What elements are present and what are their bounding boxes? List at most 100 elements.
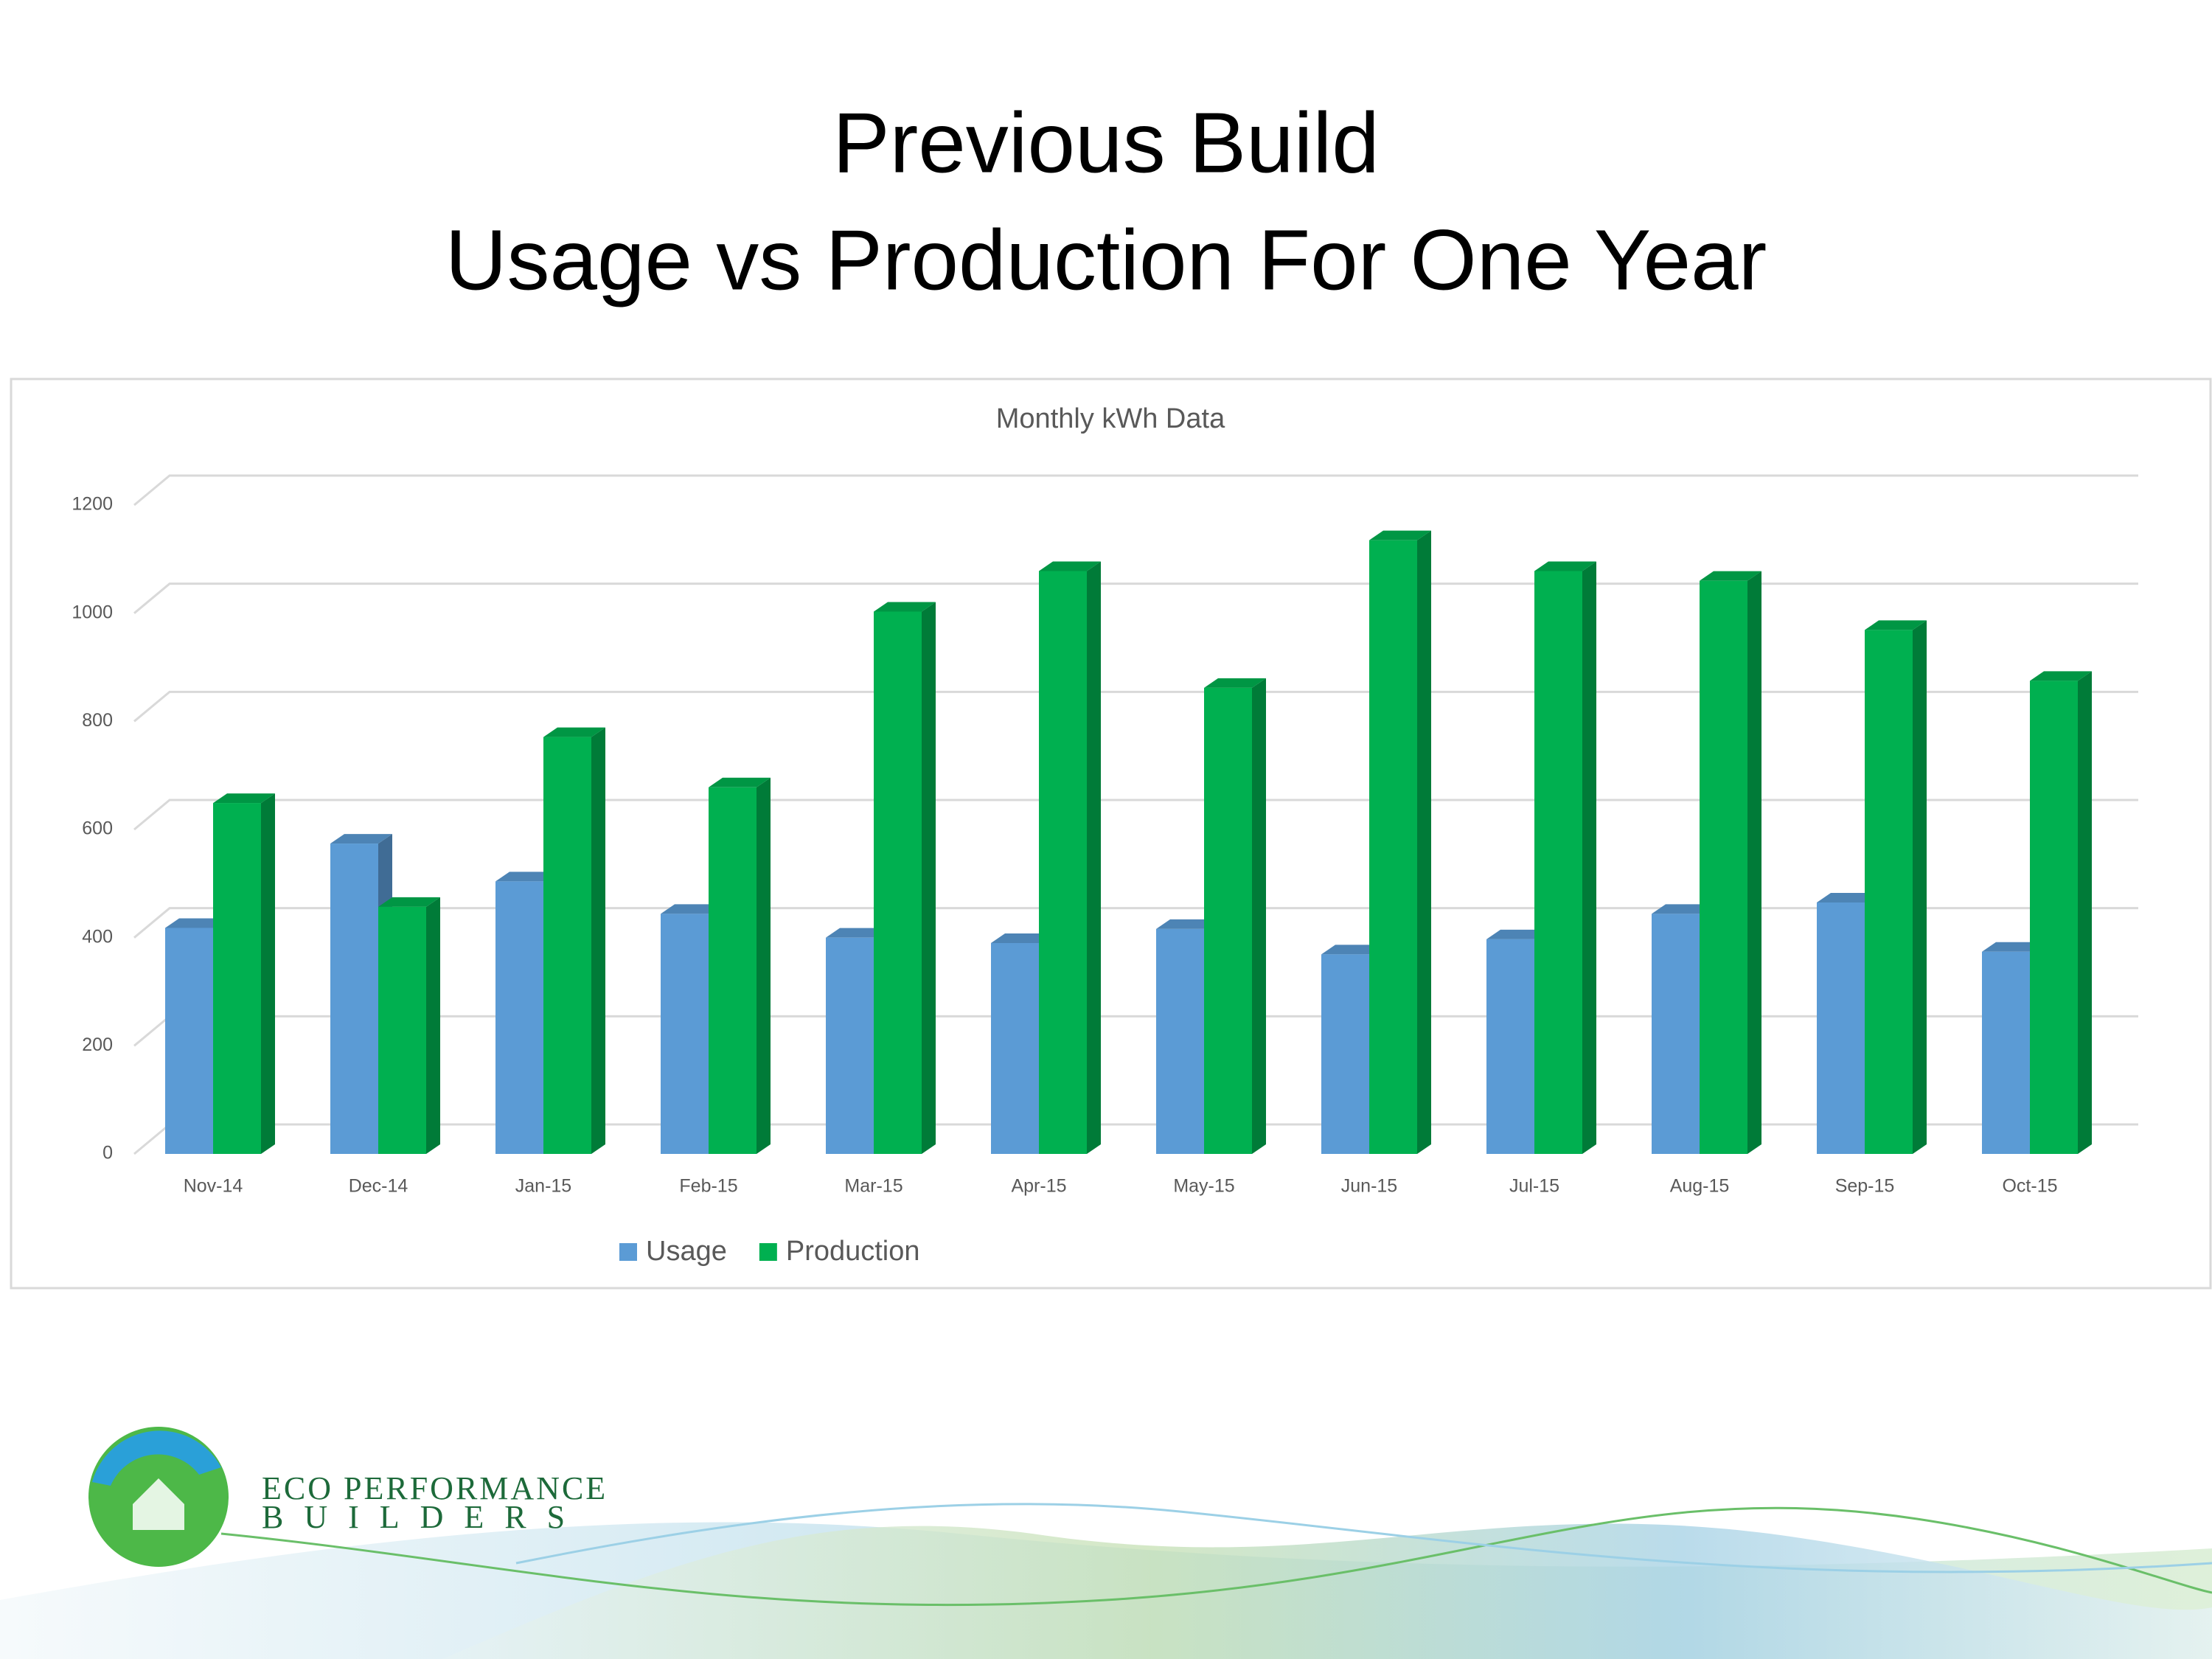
bar-top <box>2030 671 2092 681</box>
bar-top <box>1982 942 2044 952</box>
bar-top <box>709 777 771 787</box>
bar <box>1534 561 1596 1154</box>
bar-top <box>1652 904 1714 914</box>
logo: ECO PERFORMANCE BUILDERS <box>88 1427 608 1567</box>
bar-top <box>543 727 605 737</box>
bar-front <box>1039 571 1087 1154</box>
bar-front <box>378 906 426 1154</box>
bar-front <box>1534 571 1582 1154</box>
bar-top <box>1817 893 1879 902</box>
bar-front <box>661 914 709 1154</box>
x-tick-label: Jan-15 <box>515 1176 571 1197</box>
logo-text: ECO PERFORMANCE <box>262 1470 608 1506</box>
grid-line <box>133 582 2138 614</box>
slide-title: Previous Build <box>832 95 1379 191</box>
bar-top <box>330 834 392 844</box>
y-tick-label: 1200 <box>72 494 113 515</box>
x-tick-label: Apr-15 <box>1011 1176 1066 1197</box>
bar-top <box>1204 678 1266 688</box>
bar-top <box>1865 620 1927 630</box>
bar-front <box>1321 954 1369 1154</box>
bar-side <box>2078 671 2092 1154</box>
x-tick-label: May-15 <box>1173 1176 1234 1197</box>
chart-title: Monthly kWh Data <box>996 403 1225 434</box>
bar-top <box>991 933 1053 943</box>
bar-side <box>591 727 605 1154</box>
y-tick-label: 200 <box>82 1034 113 1055</box>
bar-top <box>378 897 440 907</box>
legend-swatch <box>759 1243 777 1261</box>
bar-side <box>1417 530 1431 1154</box>
bar-front <box>495 881 543 1154</box>
bar <box>1039 561 1101 1154</box>
slide-title: Usage vs Production For One Year <box>445 212 1767 308</box>
bar-front <box>1369 540 1417 1154</box>
bar-side <box>426 897 440 1154</box>
legend-label: Production <box>786 1236 920 1267</box>
bar <box>213 793 275 1154</box>
bar-front <box>1204 687 1252 1154</box>
bar <box>1204 678 1266 1154</box>
logo-text: BUILDERS <box>262 1499 585 1535</box>
bar <box>543 727 605 1154</box>
bar-front <box>1982 951 2030 1154</box>
x-tick-label: Aug-15 <box>1670 1176 1730 1197</box>
bar-front <box>165 928 213 1154</box>
bar <box>2030 671 2092 1154</box>
legend: Usage Production <box>619 1236 920 1267</box>
bar-top <box>495 872 557 882</box>
bar-top <box>874 602 936 612</box>
bar-top <box>1486 929 1548 939</box>
bar <box>378 897 440 1154</box>
plot: 0 200 400 600 800 1000 1200 Nov-14 Dec-14 Jan-15 F… <box>72 474 2138 1197</box>
bar-side <box>1747 571 1761 1154</box>
wave-line <box>515 1503 2212 1573</box>
legend-swatch <box>619 1243 637 1261</box>
bar-front <box>991 943 1039 1154</box>
bar-front <box>543 737 591 1154</box>
bar <box>1700 571 1761 1154</box>
y-tick-label: 0 <box>102 1143 113 1164</box>
y-tick-label: 1000 <box>72 602 113 622</box>
bar-top <box>1700 571 1761 581</box>
bar-side <box>1582 561 1596 1154</box>
x-tick-label: Jul-15 <box>1509 1176 1559 1197</box>
bar-top <box>1321 945 1383 955</box>
bar-front <box>1700 580 1747 1154</box>
grid-line <box>133 907 2138 939</box>
bar-top <box>1156 919 1218 929</box>
bar-side <box>261 793 275 1154</box>
y-tick-label: 400 <box>82 926 113 947</box>
bar <box>1865 620 1927 1154</box>
bar <box>874 602 936 1154</box>
bar-front <box>330 844 378 1154</box>
x-tick-label: Jun-15 <box>1341 1176 1397 1197</box>
bar-top <box>1369 530 1431 540</box>
bar <box>709 777 771 1154</box>
bar-top <box>213 793 275 804</box>
x-tick-label: Nov-14 <box>184 1176 243 1197</box>
bar-front <box>826 937 874 1154</box>
x-tick-label: Mar-15 <box>844 1176 902 1197</box>
legend-label: Usage <box>646 1236 727 1267</box>
bar-top <box>826 928 888 938</box>
bar-side <box>1913 620 1927 1154</box>
bar-top <box>1534 561 1596 571</box>
x-tick-label: Oct-15 <box>2002 1176 2057 1197</box>
bar-front <box>1156 928 1204 1154</box>
grid-line <box>133 799 2138 831</box>
bar-top <box>1039 561 1101 571</box>
bar-front <box>213 803 261 1154</box>
x-tick-label: Feb-15 <box>679 1176 737 1197</box>
grid-line <box>133 690 2138 723</box>
bar-side <box>1252 678 1266 1154</box>
bar-front <box>1486 939 1534 1154</box>
bar-top <box>165 918 227 928</box>
bar-front <box>1652 914 1700 1154</box>
wave-line <box>220 1506 2212 1607</box>
logo-house <box>133 1478 184 1530</box>
y-tick-label: 800 <box>82 710 113 731</box>
wave <box>442 1523 2212 1659</box>
bar <box>1369 530 1431 1154</box>
